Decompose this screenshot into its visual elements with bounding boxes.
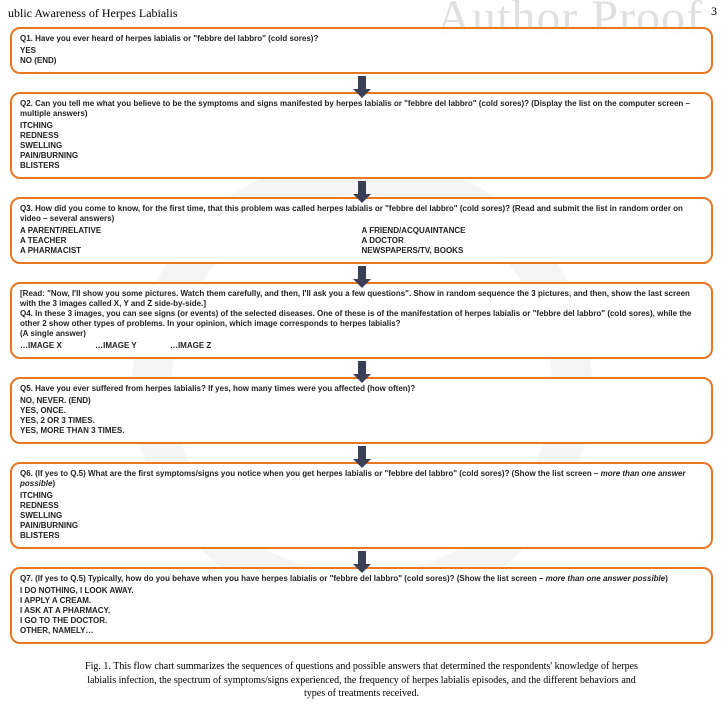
q1-box: Q1. Have you ever heard of herpes labial… xyxy=(10,27,713,74)
q5-prompt: Q5. Have you ever suffered from herpes l… xyxy=(20,384,703,394)
q7-prompt: Q7. (If yes to Q.5) Typically, how do yo… xyxy=(20,574,703,584)
q3-opt: NEWSPAPERS/TV, BOOKS xyxy=(362,246,704,256)
q2-opt: ITCHING xyxy=(20,121,703,131)
q6-opt: SWELLING xyxy=(20,511,703,521)
figure-caption: Fig. 1. This flow chart summarizes the s… xyxy=(82,660,642,701)
q1-opt: YES xyxy=(20,46,703,56)
q2-box: Q2. Can you tell me what you believe to … xyxy=(10,92,713,179)
q5-opt: NO, NEVER. (END) xyxy=(20,396,703,406)
q7-opt: I GO TO THE DOCTOR. xyxy=(20,616,703,626)
q7-opt: I ASK AT A PHARMACY. xyxy=(20,606,703,616)
q3-box: Q3. How did you come to know, for the fi… xyxy=(10,197,713,264)
q7-options: I DO NOTHING, I LOOK AWAY. I APPLY A CRE… xyxy=(20,586,703,636)
q6-options: ITCHING REDNESS SWELLING PAIN/BURNING BL… xyxy=(20,491,703,541)
q7-box: Q7. (If yes to Q.5) Typically, how do yo… xyxy=(10,567,713,644)
q4-intro: [Read: "Now, I'll show you some pictures… xyxy=(20,289,703,309)
q3-opt: A FRIEND/ACQUAINTANCE xyxy=(362,226,704,236)
q3-opt: A PARENT/RELATIVE xyxy=(20,226,362,236)
arrow xyxy=(10,361,713,375)
q5-opt: YES, ONCE. xyxy=(20,406,703,416)
q2-opt: PAIN/BURNING xyxy=(20,151,703,161)
q4-options: …IMAGE X …IMAGE Y …IMAGE Z xyxy=(20,341,703,351)
q2-opt: REDNESS xyxy=(20,131,703,141)
arrow xyxy=(10,266,713,280)
q2-opt: BLISTERS xyxy=(20,161,703,171)
q6-opt: ITCHING xyxy=(20,491,703,501)
q3-opt: A TEACHER xyxy=(20,236,362,246)
q4-prompt: Q4. In these 3 images, you can see signs… xyxy=(20,309,703,329)
q6-prompt: Q6. (If yes to Q.5) What are the first s… xyxy=(20,469,703,489)
flowchart-container: Q1. Have you ever heard of herpes labial… xyxy=(0,25,723,650)
arrow xyxy=(10,446,713,460)
arrow xyxy=(10,181,713,195)
q2-options: ITCHING REDNESS SWELLING PAIN/BURNING BL… xyxy=(20,121,703,171)
q7-opt: I DO NOTHING, I LOOK AWAY. xyxy=(20,586,703,596)
q2-prompt: Q2. Can you tell me what you believe to … xyxy=(20,99,703,119)
q5-box: Q5. Have you ever suffered from herpes l… xyxy=(10,377,713,444)
q6-box: Q6. (If yes to Q.5) What are the first s… xyxy=(10,462,713,549)
q3-opt: A PHARMACIST xyxy=(20,246,362,256)
q5-options: NO, NEVER. (END) YES, ONCE. YES, 2 OR 3 … xyxy=(20,396,703,436)
q1-prompt: Q1. Have you ever heard of herpes labial… xyxy=(20,34,703,44)
q7-opt: OTHER, NAMELY… xyxy=(20,626,703,636)
q3-opt: A DOCTOR xyxy=(362,236,704,246)
q5-opt: YES, MORE THAN 3 TIMES. xyxy=(20,426,703,436)
q7-opt: I APPLY A CREAM. xyxy=(20,596,703,606)
q6-opt: REDNESS xyxy=(20,501,703,511)
q2-opt: SWELLING xyxy=(20,141,703,151)
q1-options: YES NO (END) xyxy=(20,46,703,66)
arrow xyxy=(10,551,713,565)
q6-opt: PAIN/BURNING xyxy=(20,521,703,531)
q3-options: A PARENT/RELATIVE A TEACHER A PHARMACIST… xyxy=(20,226,703,256)
q4-sub: (A single answer) xyxy=(20,329,703,339)
q1-opt: NO (END) xyxy=(20,56,703,66)
arrow xyxy=(10,76,713,90)
q3-prompt: Q3. How did you come to know, for the fi… xyxy=(20,204,703,224)
page-header: ublic Awareness of Herpes Labialis xyxy=(0,0,723,25)
q6-opt: BLISTERS xyxy=(20,531,703,541)
q4-box: [Read: "Now, I'll show you some pictures… xyxy=(10,282,713,359)
q5-opt: YES, 2 OR 3 TIMES. xyxy=(20,416,703,426)
